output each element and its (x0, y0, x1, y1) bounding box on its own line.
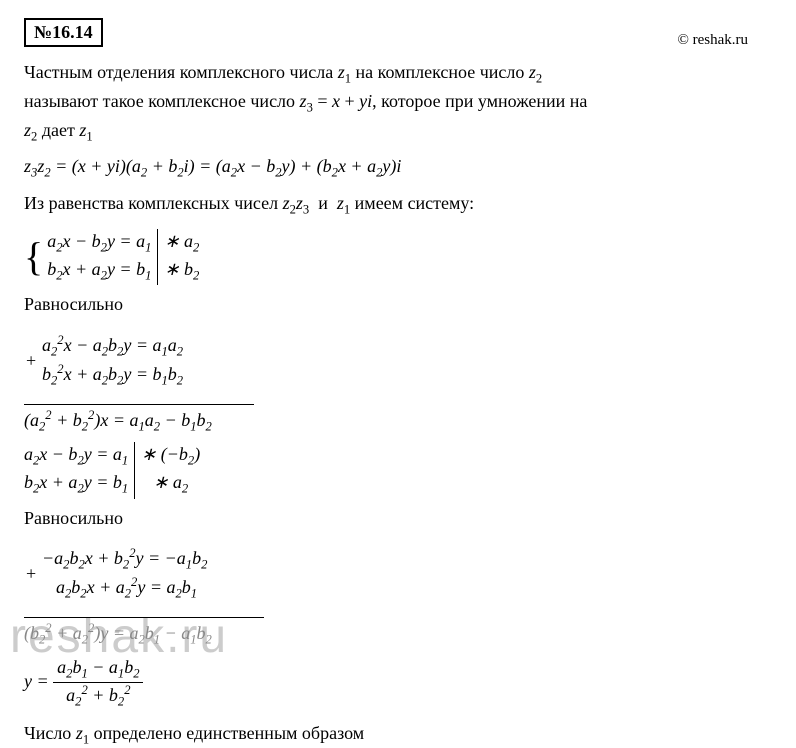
y-num: a2b1 − a1b2 (53, 657, 143, 683)
sys1-row2: b2x + a2y = b1 (47, 257, 151, 285)
system-3: a2x − b2y = a1 b2x + a2y = b1 ∗ (−b2) ∗ … (24, 442, 200, 498)
brace-icon: { (24, 239, 43, 275)
sys4-row1: −a2b2x + b22y = −a1b2 (42, 545, 207, 574)
y-equation: y = a2b1 − a1b2 a22 + b22 (24, 657, 772, 709)
plus-icon: + (26, 350, 36, 371)
sys3-row1: a2x − b2y = a1 (24, 442, 128, 470)
paragraph-1: Частным отделения комплексного числа z1 … (24, 59, 772, 146)
equation-1: z3z2 = (x + yi)(a2 + b2i) = (a2x − b2y) … (24, 156, 772, 181)
sys3-mult2: ∗ a2 (141, 470, 200, 498)
system-2: + a22x − a2b2y = a1a2 b22x + a2b2y = b1b… (42, 326, 772, 396)
sys2-row2: b22x + a2b2y = b1b2 (42, 361, 183, 390)
sys2-row1: a22x − a2b2y = a1a2 (42, 332, 183, 361)
document-content: №16.14 © reshak.ru Частным отделения ком… (24, 18, 772, 748)
paragraph-2: Из равенства комплексных чисел z2z3 и z1… (24, 190, 772, 219)
sys4-result: (b22 + a22)y = a2b1 − a1b2 (24, 620, 772, 649)
sys1-mult1: ∗ a2 (164, 229, 199, 257)
problem-number: №16.14 (24, 18, 103, 47)
plus-icon-2: + (26, 563, 36, 584)
sys3-row2: b2x + a2y = b1 (24, 470, 128, 498)
y-den: a22 + b22 (53, 683, 143, 710)
equiv-1: Равносильно (24, 291, 772, 317)
sys1-row1: a2x − b2y = a1 (47, 229, 151, 257)
sys2-result: (a22 + b22)x = a1a2 − b1b2 (24, 407, 772, 436)
system-4: + −a2b2x + b22y = −a1b2 a2b2x + a22y = a… (42, 539, 772, 609)
equiv-2: Равносильно (24, 505, 772, 531)
sys1-mult2: ∗ b2 (164, 257, 199, 285)
sys4-row2: a2b2x + a22y = a2b1 (42, 574, 207, 603)
sys3-mult1: ∗ (−b2) (141, 442, 200, 470)
system-1: { a2x − b2y = a1 b2x + a2y = b1 ∗ a2 ∗ b… (24, 229, 199, 285)
copyright-text: © reshak.ru (677, 32, 748, 49)
